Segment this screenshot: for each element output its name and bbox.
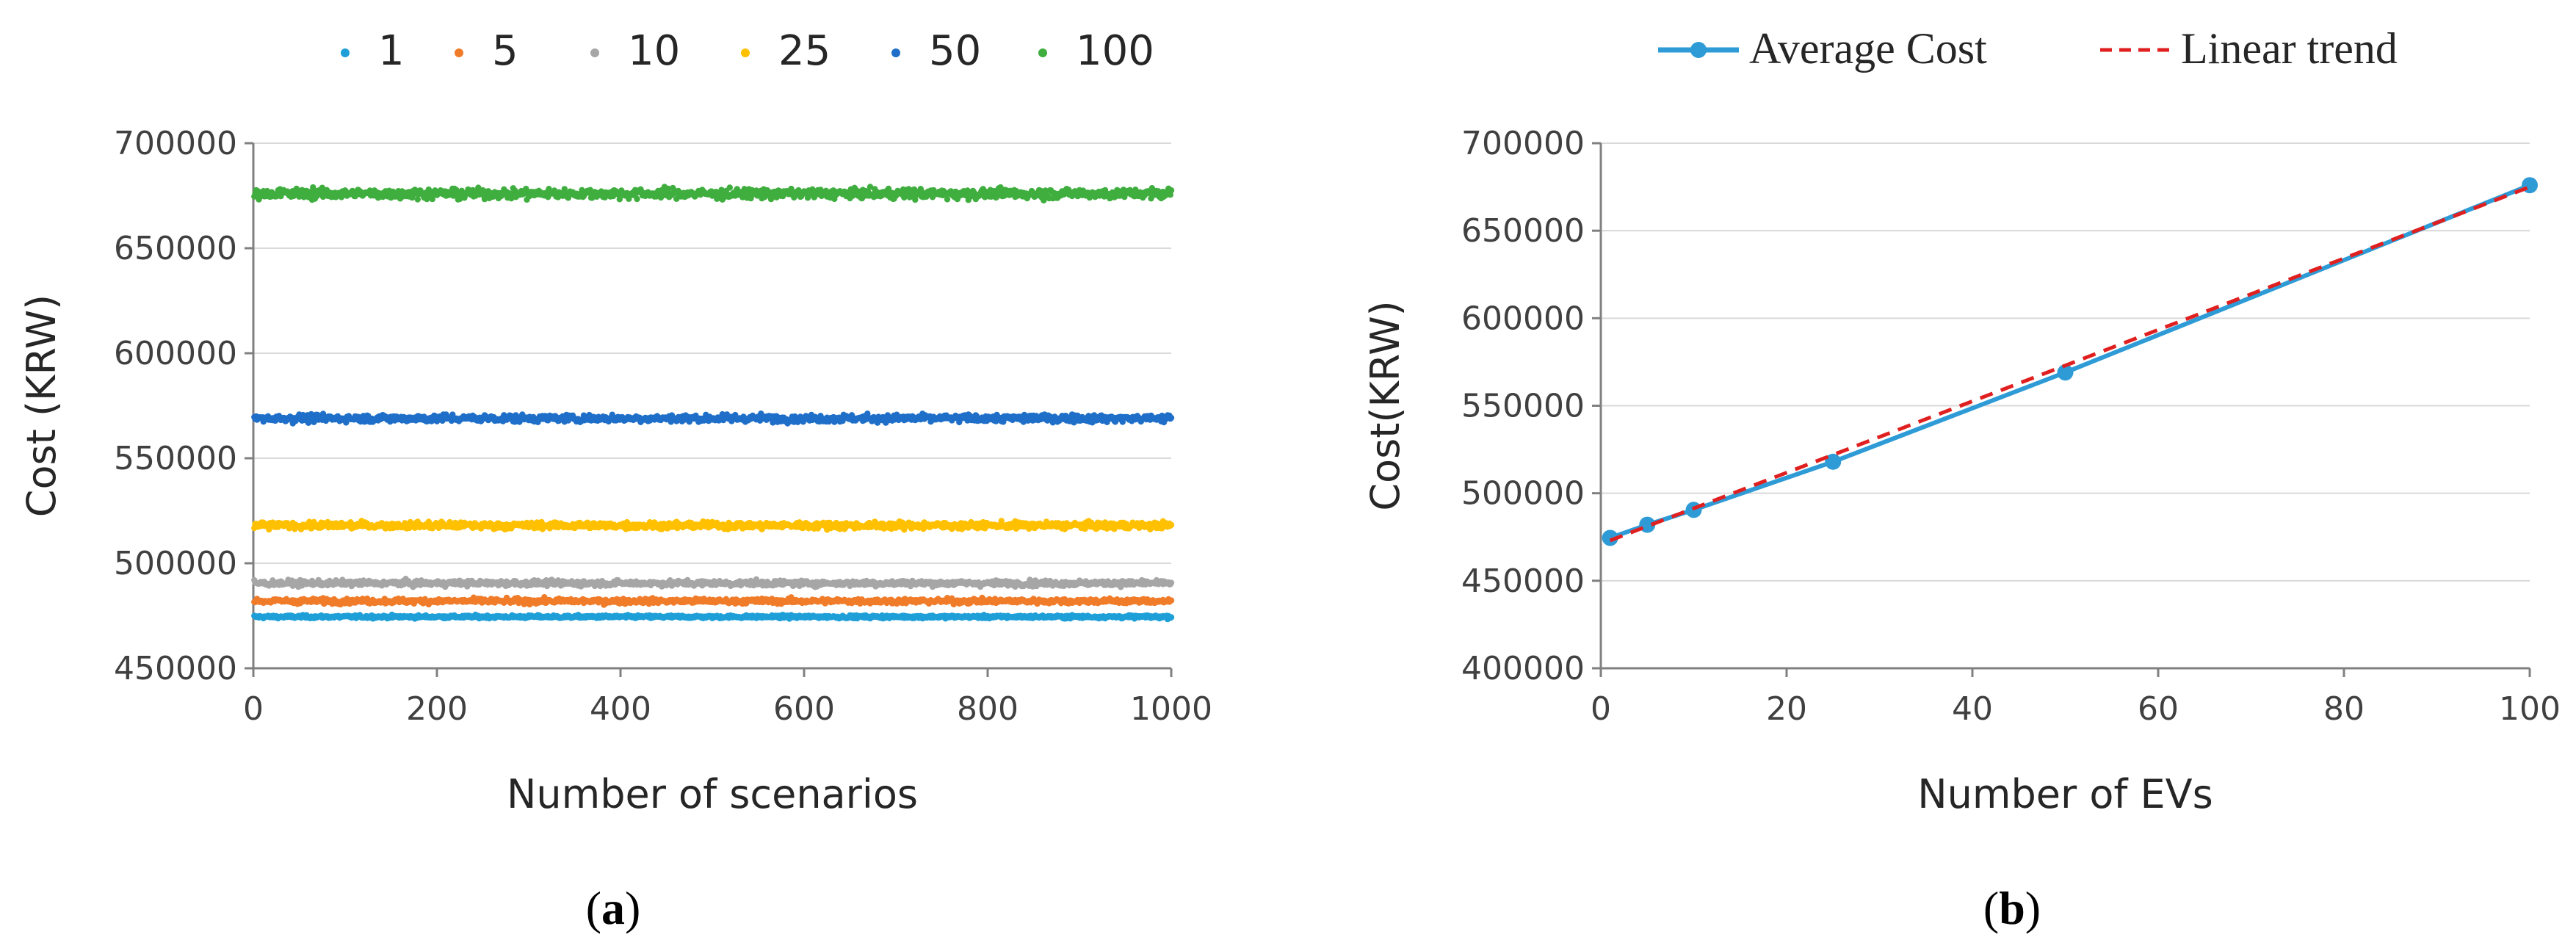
y-tick-label: 550000 xyxy=(114,440,237,477)
data-point xyxy=(266,526,272,533)
x-tick-label: 600 xyxy=(773,690,835,728)
y-tick-label: 700000 xyxy=(114,125,237,162)
series-25 xyxy=(251,518,1175,533)
y-tick-label: 500000 xyxy=(114,545,237,582)
x-tick-label: 1000 xyxy=(1130,690,1212,728)
x-tick-label: 0 xyxy=(243,690,264,728)
x-tick-label: 200 xyxy=(406,690,468,728)
data-point xyxy=(1168,614,1175,621)
series-1 xyxy=(251,611,1175,623)
data-point xyxy=(1168,521,1175,528)
y-tick-label: 650000 xyxy=(114,230,237,267)
data-point xyxy=(1168,597,1175,604)
data-point xyxy=(311,419,317,425)
x-axis-title: Number of scenarios xyxy=(507,771,918,817)
y-tick-label: 600000 xyxy=(114,335,237,372)
series-50 xyxy=(251,411,1175,427)
series-10 xyxy=(251,576,1175,590)
data-point xyxy=(1168,579,1175,586)
y-tick-label: 450000 xyxy=(114,650,237,687)
scatter-points xyxy=(251,184,1175,623)
series-5 xyxy=(251,594,1175,608)
chart-a: 450000 500000 550000 600000 650000 700000 0 200… xyxy=(18,27,1212,817)
x-tick-label: 800 xyxy=(957,690,1019,728)
data-point xyxy=(848,412,855,419)
y-axis-title: Cost (KRW) xyxy=(18,294,65,518)
x-tick-label: 400 xyxy=(590,690,651,728)
